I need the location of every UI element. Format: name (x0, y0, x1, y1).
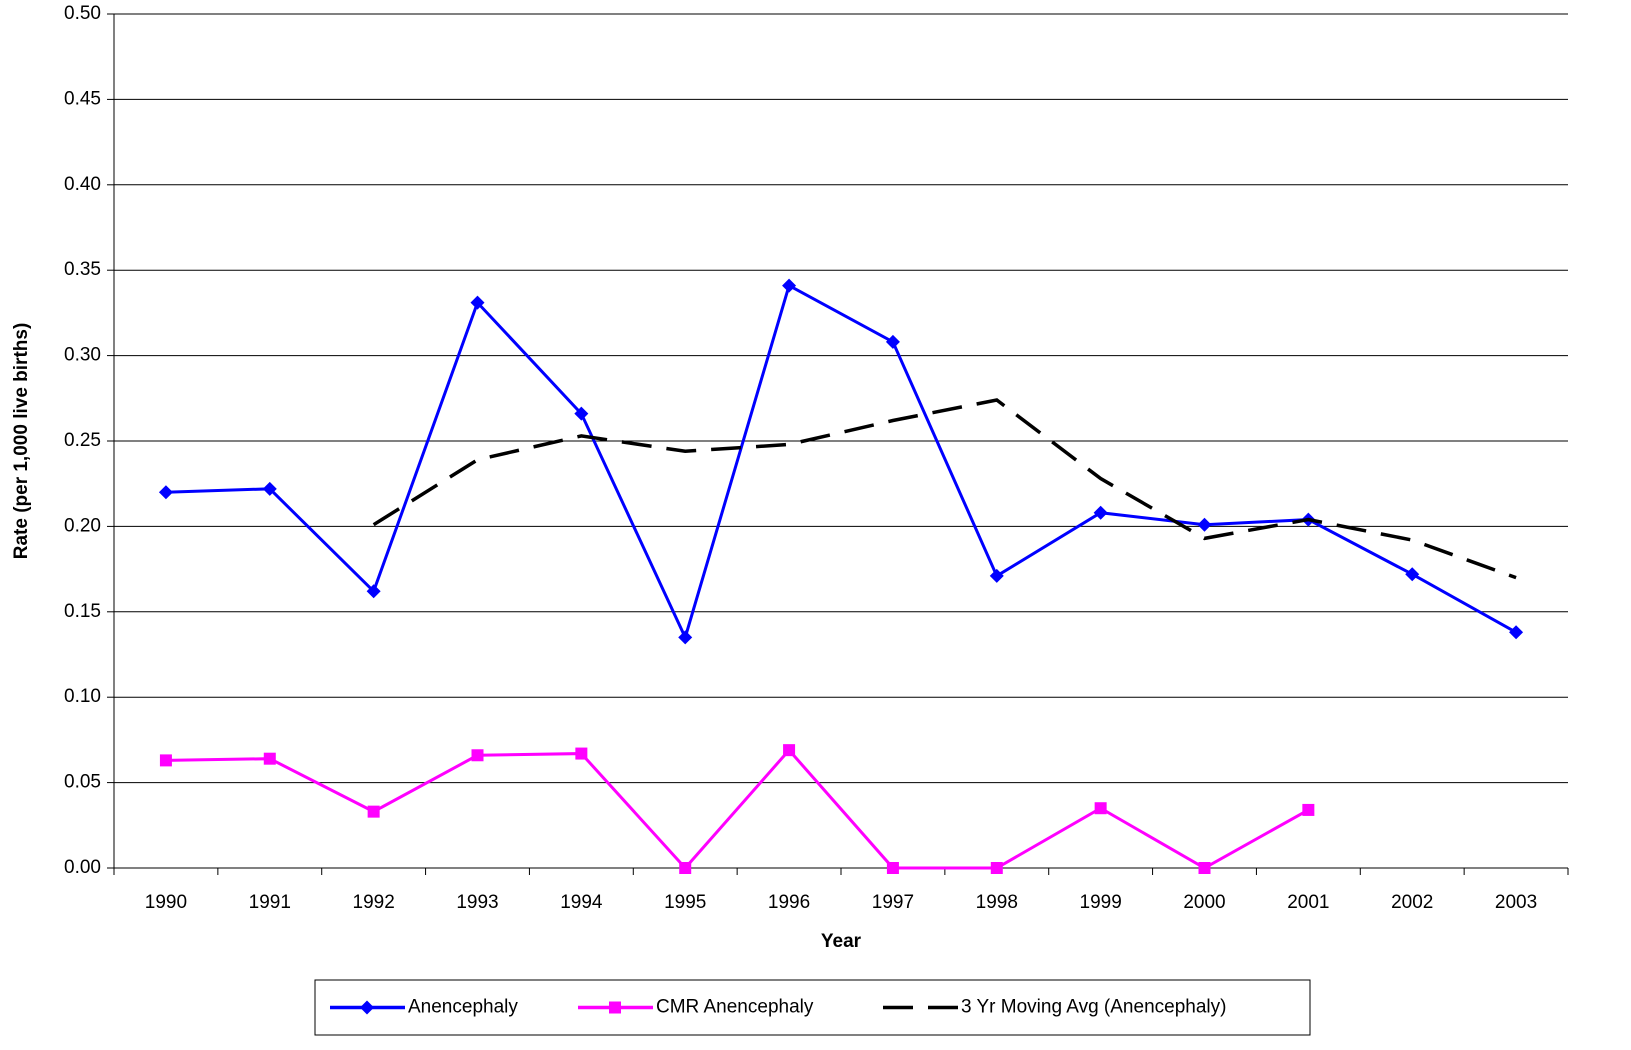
x-tick-label: 1996 (768, 892, 810, 913)
legend-marker (360, 1000, 374, 1015)
point (1197, 517, 1212, 532)
y-tick-label: 0.50 (64, 3, 101, 24)
point (783, 744, 796, 757)
x-tick-label: 1993 (456, 892, 498, 913)
x-tick-label: 2001 (1287, 892, 1329, 913)
point (366, 584, 381, 599)
y-tick-label: 0.40 (64, 174, 101, 195)
point (782, 278, 797, 293)
series-line (165, 283, 1517, 642)
y-tick-label: 0.20 (64, 515, 101, 536)
series-line (372, 398, 1517, 580)
point (678, 630, 693, 645)
point (470, 295, 485, 310)
y-tick-label: 0.30 (64, 345, 101, 366)
point (989, 568, 1004, 583)
point (679, 862, 692, 874)
x-tick-label: 1998 (976, 892, 1018, 913)
y-axis-title: Rate (per 1,000 live births) (11, 323, 32, 560)
point (1509, 625, 1524, 640)
x-axis-title: Year (821, 931, 862, 952)
point (159, 754, 172, 767)
point (158, 485, 173, 500)
point (575, 747, 588, 760)
legend (314, 979, 1311, 1036)
x-tick-label: 2003 (1495, 892, 1537, 913)
point (471, 749, 484, 762)
point (886, 862, 899, 874)
legend-label: CMR Anencephaly (656, 997, 814, 1018)
x-tick-label: 2002 (1391, 892, 1433, 913)
point (1302, 803, 1315, 816)
point (1093, 505, 1108, 520)
y-tick-label: 0.15 (64, 601, 101, 622)
series-line (165, 747, 1310, 871)
point (1198, 862, 1211, 874)
legend-label: 3 Yr Moving Avg (Anencephaly) (961, 997, 1226, 1018)
x-tick-label: 2000 (1183, 892, 1225, 913)
legend-marker (609, 1001, 621, 1014)
x-tick-label: 1997 (872, 892, 914, 913)
x-tick-label: 1994 (560, 892, 603, 913)
x-tick-label: 1995 (664, 892, 706, 913)
point (1094, 802, 1107, 815)
point (262, 481, 277, 496)
y-tick-label: 0.10 (64, 686, 101, 707)
point (367, 805, 380, 818)
point (885, 334, 900, 349)
y-tick-label: 0.45 (64, 88, 101, 109)
point (1405, 567, 1420, 582)
x-tick-label: 1990 (145, 892, 187, 913)
y-tick-label: 0.25 (64, 430, 101, 451)
y-tick-label: 0.35 (64, 259, 101, 280)
y-tick-label: 0.00 (64, 857, 101, 878)
point (263, 752, 276, 765)
x-tick-label: 1991 (249, 892, 291, 913)
y-tick-label: 0.05 (64, 772, 101, 793)
point (574, 406, 589, 421)
legend-label: Anencephaly (408, 997, 518, 1018)
x-tick-label: 1999 (1080, 892, 1122, 913)
point (990, 862, 1003, 874)
x-tick-label: 1992 (353, 892, 395, 913)
